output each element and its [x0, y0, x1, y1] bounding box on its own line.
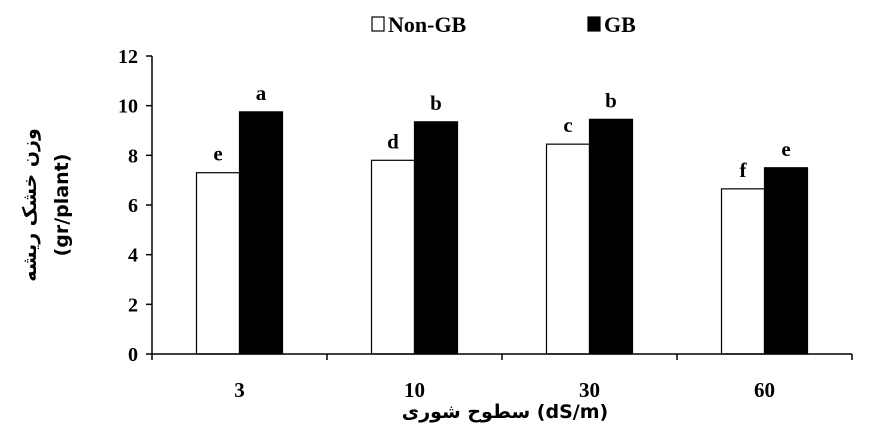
bar-non-gb-60 — [720, 188, 766, 355]
significance-letter: d — [387, 129, 399, 153]
legend-label: Non-GB — [388, 12, 467, 37]
x-tick-label: 3 — [234, 378, 245, 402]
y-tick-label: 10 — [118, 96, 138, 118]
significance-letter: a — [256, 81, 267, 105]
significance-letter: b — [430, 91, 442, 115]
x-tick-label: 30 — [579, 378, 600, 402]
bars: e a d b c b f e — [195, 81, 809, 355]
bar-non-gb-3 — [195, 172, 241, 355]
y-axis-title-line2: (gr/plant) — [51, 154, 73, 257]
legend-swatch — [371, 16, 385, 32]
significance-letter: f — [740, 158, 748, 182]
x-tick-label: 10 — [404, 378, 425, 402]
y-axis-title: وزن خشک ریشه (gr/plant) — [19, 128, 73, 282]
bar-non-gb-10 — [370, 159, 416, 355]
axis-titles: سطوح شوری (dS/m) وزن خشک ریشه (gr/plant) — [19, 128, 608, 423]
bar-gb-3 — [238, 111, 284, 355]
y-tick-label: 12 — [118, 46, 138, 68]
significance-letter: b — [605, 88, 617, 112]
y-tick-label: 2 — [128, 294, 138, 316]
significance-letter: e — [213, 142, 222, 166]
legend: Non-GB GB — [371, 12, 636, 37]
significance-letter: c — [563, 113, 572, 137]
x-axis: 3 10 30 60 — [151, 353, 853, 402]
significance-letter: e — [781, 137, 790, 161]
y-axis: 0 2 4 6 8 10 12 — [118, 46, 153, 366]
x-tick-label: 60 — [754, 378, 775, 402]
legend-label: GB — [604, 12, 636, 37]
legend-swatch — [587, 16, 601, 32]
bar-gb-30 — [588, 118, 634, 355]
bar-gb-10 — [413, 121, 459, 355]
x-axis-title: سطوح شوری (dS/m) — [402, 401, 608, 423]
y-tick-label: 4 — [128, 245, 138, 267]
bar-non-gb-30 — [545, 143, 591, 355]
bar-gb-60 — [763, 167, 809, 355]
y-tick-label: 0 — [128, 344, 138, 366]
y-tick-label: 8 — [128, 145, 138, 167]
y-tick-label: 6 — [128, 195, 138, 217]
y-axis-title-line1: وزن خشک ریشه — [19, 128, 41, 282]
